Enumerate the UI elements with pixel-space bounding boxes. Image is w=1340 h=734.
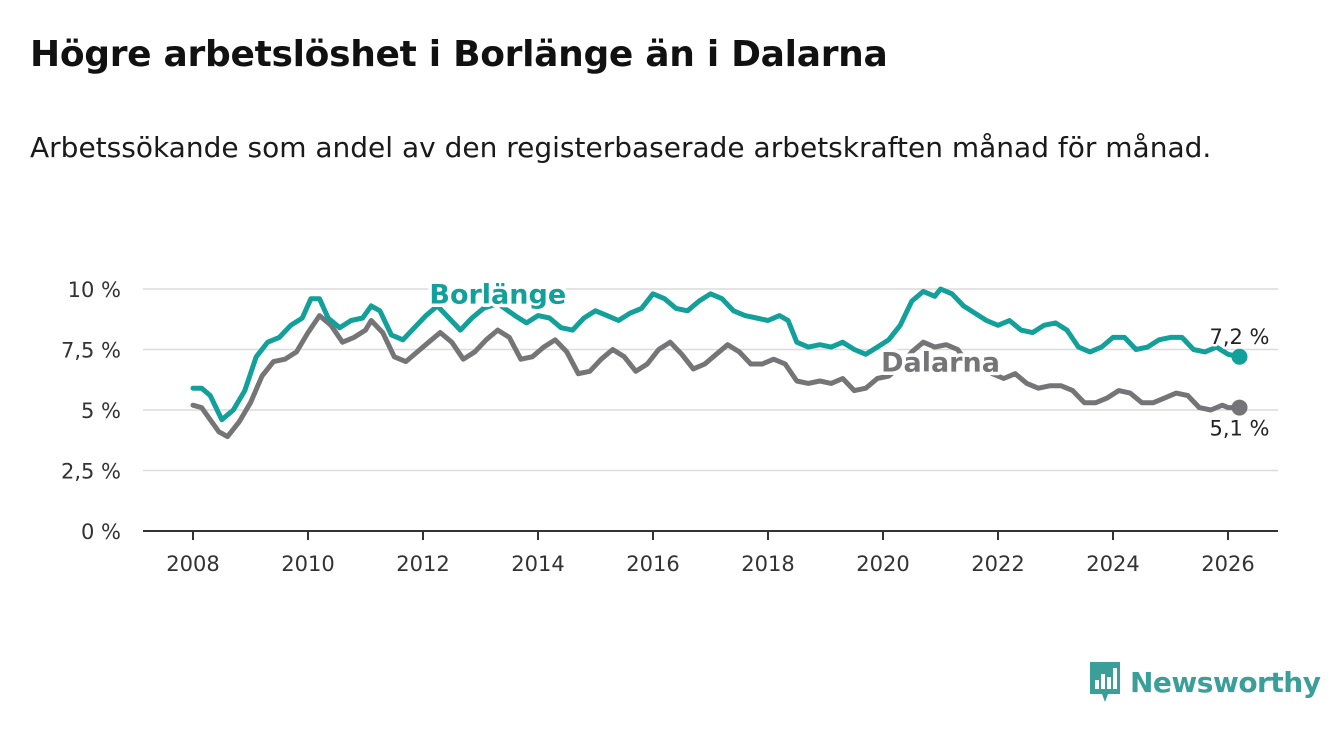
series-end-value-label: 7,2 % <box>1209 325 1269 349</box>
x-tick-label: 2022 <box>971 552 1024 576</box>
x-tick-label: 2026 <box>1201 552 1254 576</box>
series-end-point <box>1231 399 1248 416</box>
x-tick-label: 2008 <box>166 552 219 576</box>
x-tick-label: 2016 <box>626 552 679 576</box>
series-name-label: Borlänge <box>429 280 566 311</box>
chart-title: Högre arbetslöshet i Borlänge än i Dalar… <box>30 34 888 75</box>
x-tick-label: 2024 <box>1086 552 1139 576</box>
newsworthy-logo: Newsworthy <box>1088 660 1321 704</box>
line-chart: 0 % 2,5 % 5 % 7,5 % 10 % 2008 2010 2012 2014 2016… <box>61 276 1278 576</box>
x-tick-label: 2020 <box>856 552 909 576</box>
y-tick-label: 0 % <box>81 520 121 544</box>
x-tick-label: 2018 <box>741 552 794 576</box>
series-end-point <box>1231 348 1248 365</box>
series-line-borlnge <box>190 286 1242 423</box>
series-lines <box>190 286 1248 440</box>
series-name-label: Dalarna <box>881 347 1000 378</box>
grid-lines <box>143 288 1278 472</box>
y-tick-label: 10 % <box>68 278 121 302</box>
y-tick-label: 5 % <box>81 399 121 423</box>
bar-chart-bubble-icon <box>1090 662 1120 702</box>
x-tick-label: 2012 <box>396 552 449 576</box>
brand-name: Newsworthy <box>1130 665 1321 699</box>
y-tick-label: 7,5 % <box>61 339 121 363</box>
axes: 0 % 2,5 % 5 % 7,5 % 10 % 2008 2010 2012 2014 2016… <box>61 278 1278 576</box>
y-tick-label: 2,5 % <box>61 460 121 484</box>
x-tick-label: 2014 <box>511 552 564 576</box>
x-tick-label: 2010 <box>281 552 334 576</box>
series-labels: Borlänge Dalarna 7,2 % 5,1 % <box>426 276 1272 443</box>
chart-subtitle: Arbetssökande som andel av den registerb… <box>30 131 1212 164</box>
series-end-value-label: 5,1 % <box>1209 417 1269 441</box>
series-line-dalarna <box>190 313 1242 440</box>
